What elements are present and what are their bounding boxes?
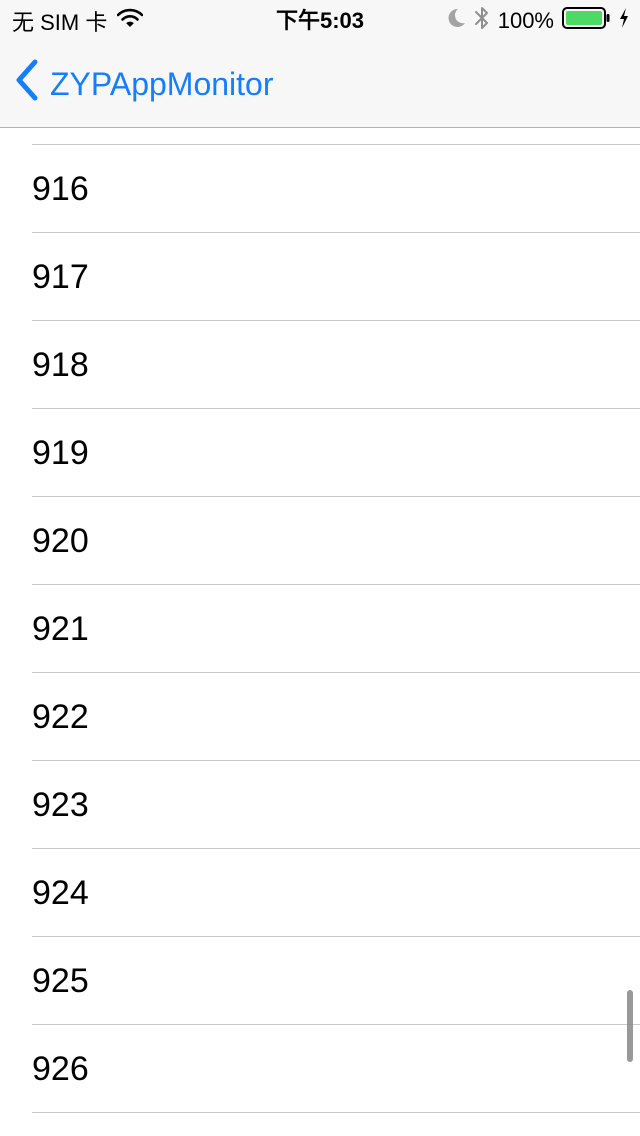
- row-label: 924: [32, 874, 89, 912]
- table-row[interactable]: 926: [0, 1025, 640, 1113]
- scroll-indicator[interactable]: [627, 990, 633, 1062]
- navigation-bar: ZYPAppMonitor: [0, 40, 640, 128]
- table-row[interactable]: 919: [0, 409, 640, 497]
- table-row[interactable]: 925: [0, 937, 640, 1025]
- row-label: 926: [32, 1050, 89, 1088]
- charging-icon: [618, 7, 630, 35]
- row-label: 925: [32, 962, 89, 1000]
- table-row[interactable]: 923: [0, 761, 640, 849]
- row-label: 916: [32, 170, 89, 208]
- status-bar: 无 SIM 卡 下午5:03 100%: [0, 0, 640, 40]
- row-separator: [32, 320, 640, 321]
- battery-icon: [562, 7, 610, 35]
- row-separator: [32, 232, 640, 233]
- row-label: 917: [32, 258, 89, 296]
- battery-percent: 100%: [497, 8, 554, 33]
- back-label: ZYPAppMonitor: [50, 65, 274, 102]
- table-row[interactable]: 916: [0, 145, 640, 233]
- row-label: 923: [32, 786, 89, 824]
- row-separator: [32, 144, 640, 145]
- table-row[interactable]: 921: [0, 585, 640, 673]
- row-separator: [32, 1112, 640, 1113]
- row-label: 922: [32, 698, 89, 736]
- status-time: 下午5:03: [275, 8, 365, 33]
- back-button[interactable]: ZYPAppMonitor: [14, 59, 274, 109]
- row-label: 918: [32, 346, 89, 384]
- row-separator: [32, 496, 640, 497]
- row-separator: [32, 584, 640, 585]
- table-row[interactable]: 924: [0, 849, 640, 937]
- top-bar: 无 SIM 卡 下午5:03 100%: [0, 0, 640, 128]
- row-separator: [32, 672, 640, 673]
- chevron-left-icon: [14, 59, 40, 109]
- table-row[interactable]: 918: [0, 321, 640, 409]
- row-separator: [32, 1024, 640, 1025]
- carrier-label: 无 SIM 卡: [12, 10, 108, 35]
- row-label: 921: [32, 610, 89, 648]
- row-label: 919: [32, 434, 89, 472]
- bluetooth-icon: [474, 5, 490, 37]
- table-row[interactable]: 917: [0, 233, 640, 321]
- row-separator: [32, 848, 640, 849]
- row-label: 920: [32, 522, 89, 560]
- moon-icon: [446, 7, 466, 35]
- table-row[interactable]: 920: [0, 497, 640, 585]
- table-row[interactable]: 922: [0, 673, 640, 761]
- table-list[interactable]: 916 917 918 919 920 921 922 923 924 925 926: [0, 128, 640, 1136]
- row-separator: [32, 936, 640, 937]
- wifi-icon: [117, 8, 144, 34]
- row-separator: [32, 760, 640, 761]
- row-separator: [32, 408, 640, 409]
